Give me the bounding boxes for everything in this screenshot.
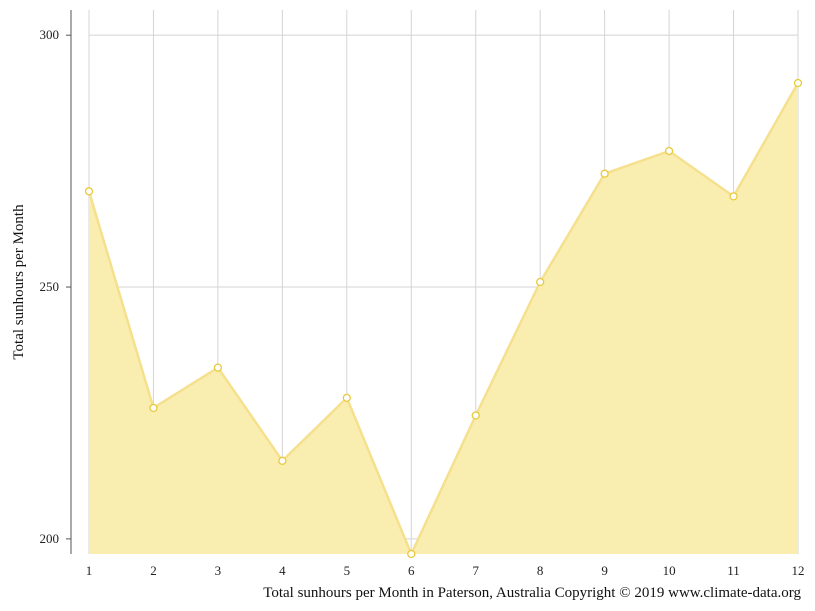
y-tick-label: 300 bbox=[40, 27, 60, 42]
data-point-marker bbox=[471, 411, 480, 420]
y-axis-ticks: 200 250 300 bbox=[40, 27, 71, 546]
x-tick-label: 4 bbox=[279, 563, 286, 578]
data-point-marker bbox=[729, 192, 738, 201]
x-tick-label: 9 bbox=[601, 563, 608, 578]
x-tick-label: 3 bbox=[215, 563, 222, 578]
x-tick-label: 5 bbox=[344, 563, 351, 578]
chart-caption: Total sunhours per Month in Paterson, Au… bbox=[263, 585, 801, 601]
x-tick-label: 11 bbox=[727, 563, 740, 578]
data-point-marker bbox=[149, 403, 158, 413]
x-tick-label: 10 bbox=[663, 563, 676, 578]
x-tick-label: 6 bbox=[408, 563, 415, 578]
x-tick-label: 2 bbox=[150, 563, 157, 578]
x-tick-label: 12 bbox=[792, 563, 805, 578]
data-point-marker bbox=[407, 549, 416, 559]
data-point-marker bbox=[342, 393, 351, 403]
data-point-marker bbox=[278, 456, 287, 465]
y-tick-label: 250 bbox=[40, 279, 60, 294]
data-point-marker bbox=[536, 277, 545, 287]
data-point-marker bbox=[213, 363, 223, 372]
series-line bbox=[87, 82, 800, 556]
data-point-marker bbox=[664, 146, 674, 156]
x-tick-label: 8 bbox=[537, 563, 544, 578]
y-axis-title: Total sunhours per Month bbox=[11, 204, 27, 360]
y-tick-label: 200 bbox=[40, 531, 60, 546]
x-tick-label: 1 bbox=[86, 563, 93, 578]
data-markers bbox=[84, 78, 803, 559]
area-fill bbox=[89, 83, 798, 554]
data-point-marker bbox=[600, 169, 609, 178]
x-tick-label: 7 bbox=[472, 563, 479, 578]
data-point-marker bbox=[84, 187, 94, 196]
x-axis-ticks: 1 2 3 4 5 6 7 8 9 10 11 12 bbox=[86, 563, 805, 578]
data-point-marker bbox=[793, 78, 803, 88]
